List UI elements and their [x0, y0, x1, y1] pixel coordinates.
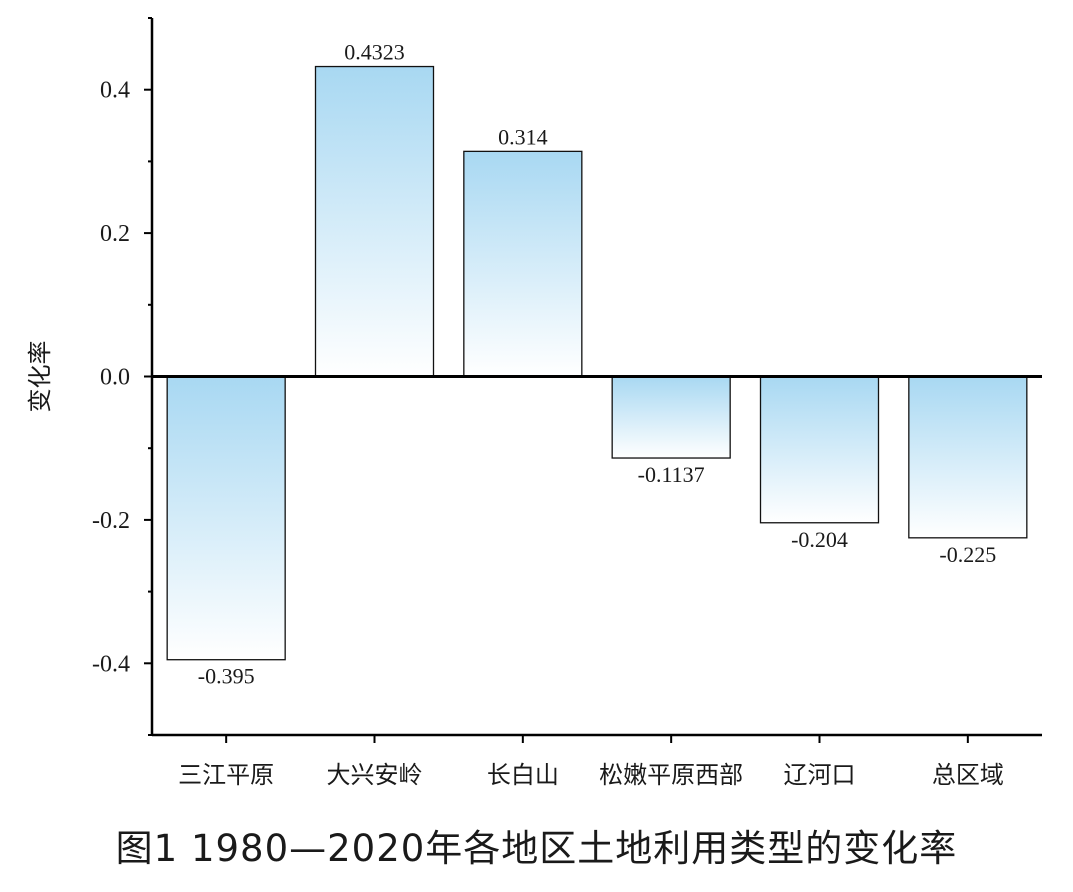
bar-1: [166, 375, 286, 661]
figure-caption: 图1 1980—2020年各地区土地利用类型的变化率: [115, 827, 958, 870]
y-tick-label: 0.4: [100, 78, 130, 104]
x-category-label: 大兴安岭: [327, 761, 423, 789]
y-tick-label: 0.0: [100, 365, 130, 391]
x-category-label: 三江平原: [178, 761, 274, 789]
y-tick-label: -0.4: [92, 651, 130, 677]
bar-value-label: 0.4323: [344, 40, 405, 65]
bars-group: [166, 65, 1028, 661]
x-category-label: 总区域: [932, 761, 1004, 789]
y-tick-label: -0.2: [92, 508, 130, 534]
ticks-group: [144, 17, 969, 743]
bar-3: [463, 150, 583, 378]
labels-group: -0.4 -0.2 0.0 0.2 0.4 -0.395 三江平原 0.4323 大兴安岭 0.3…: [92, 40, 1004, 789]
bar-6: [908, 375, 1028, 539]
bar-value-label: -0.395: [198, 664, 255, 689]
bar-value-label: -0.204: [791, 527, 848, 552]
y-axis-label: 变化率: [26, 341, 54, 413]
bar-value-label: -0.1137: [638, 462, 705, 487]
y-tick-label: 0.2: [100, 221, 130, 247]
bar-value-label: -0.225: [939, 542, 996, 567]
bar-4: [611, 375, 731, 459]
x-category-label: 松嫩平原西部: [599, 761, 743, 789]
bar-value-label: 0.314: [498, 124, 548, 149]
x-category-label: 长白山: [487, 761, 559, 789]
bar-2: [314, 65, 435, 378]
bar-5: [759, 375, 880, 524]
x-category-label: 辽河口: [784, 761, 856, 789]
